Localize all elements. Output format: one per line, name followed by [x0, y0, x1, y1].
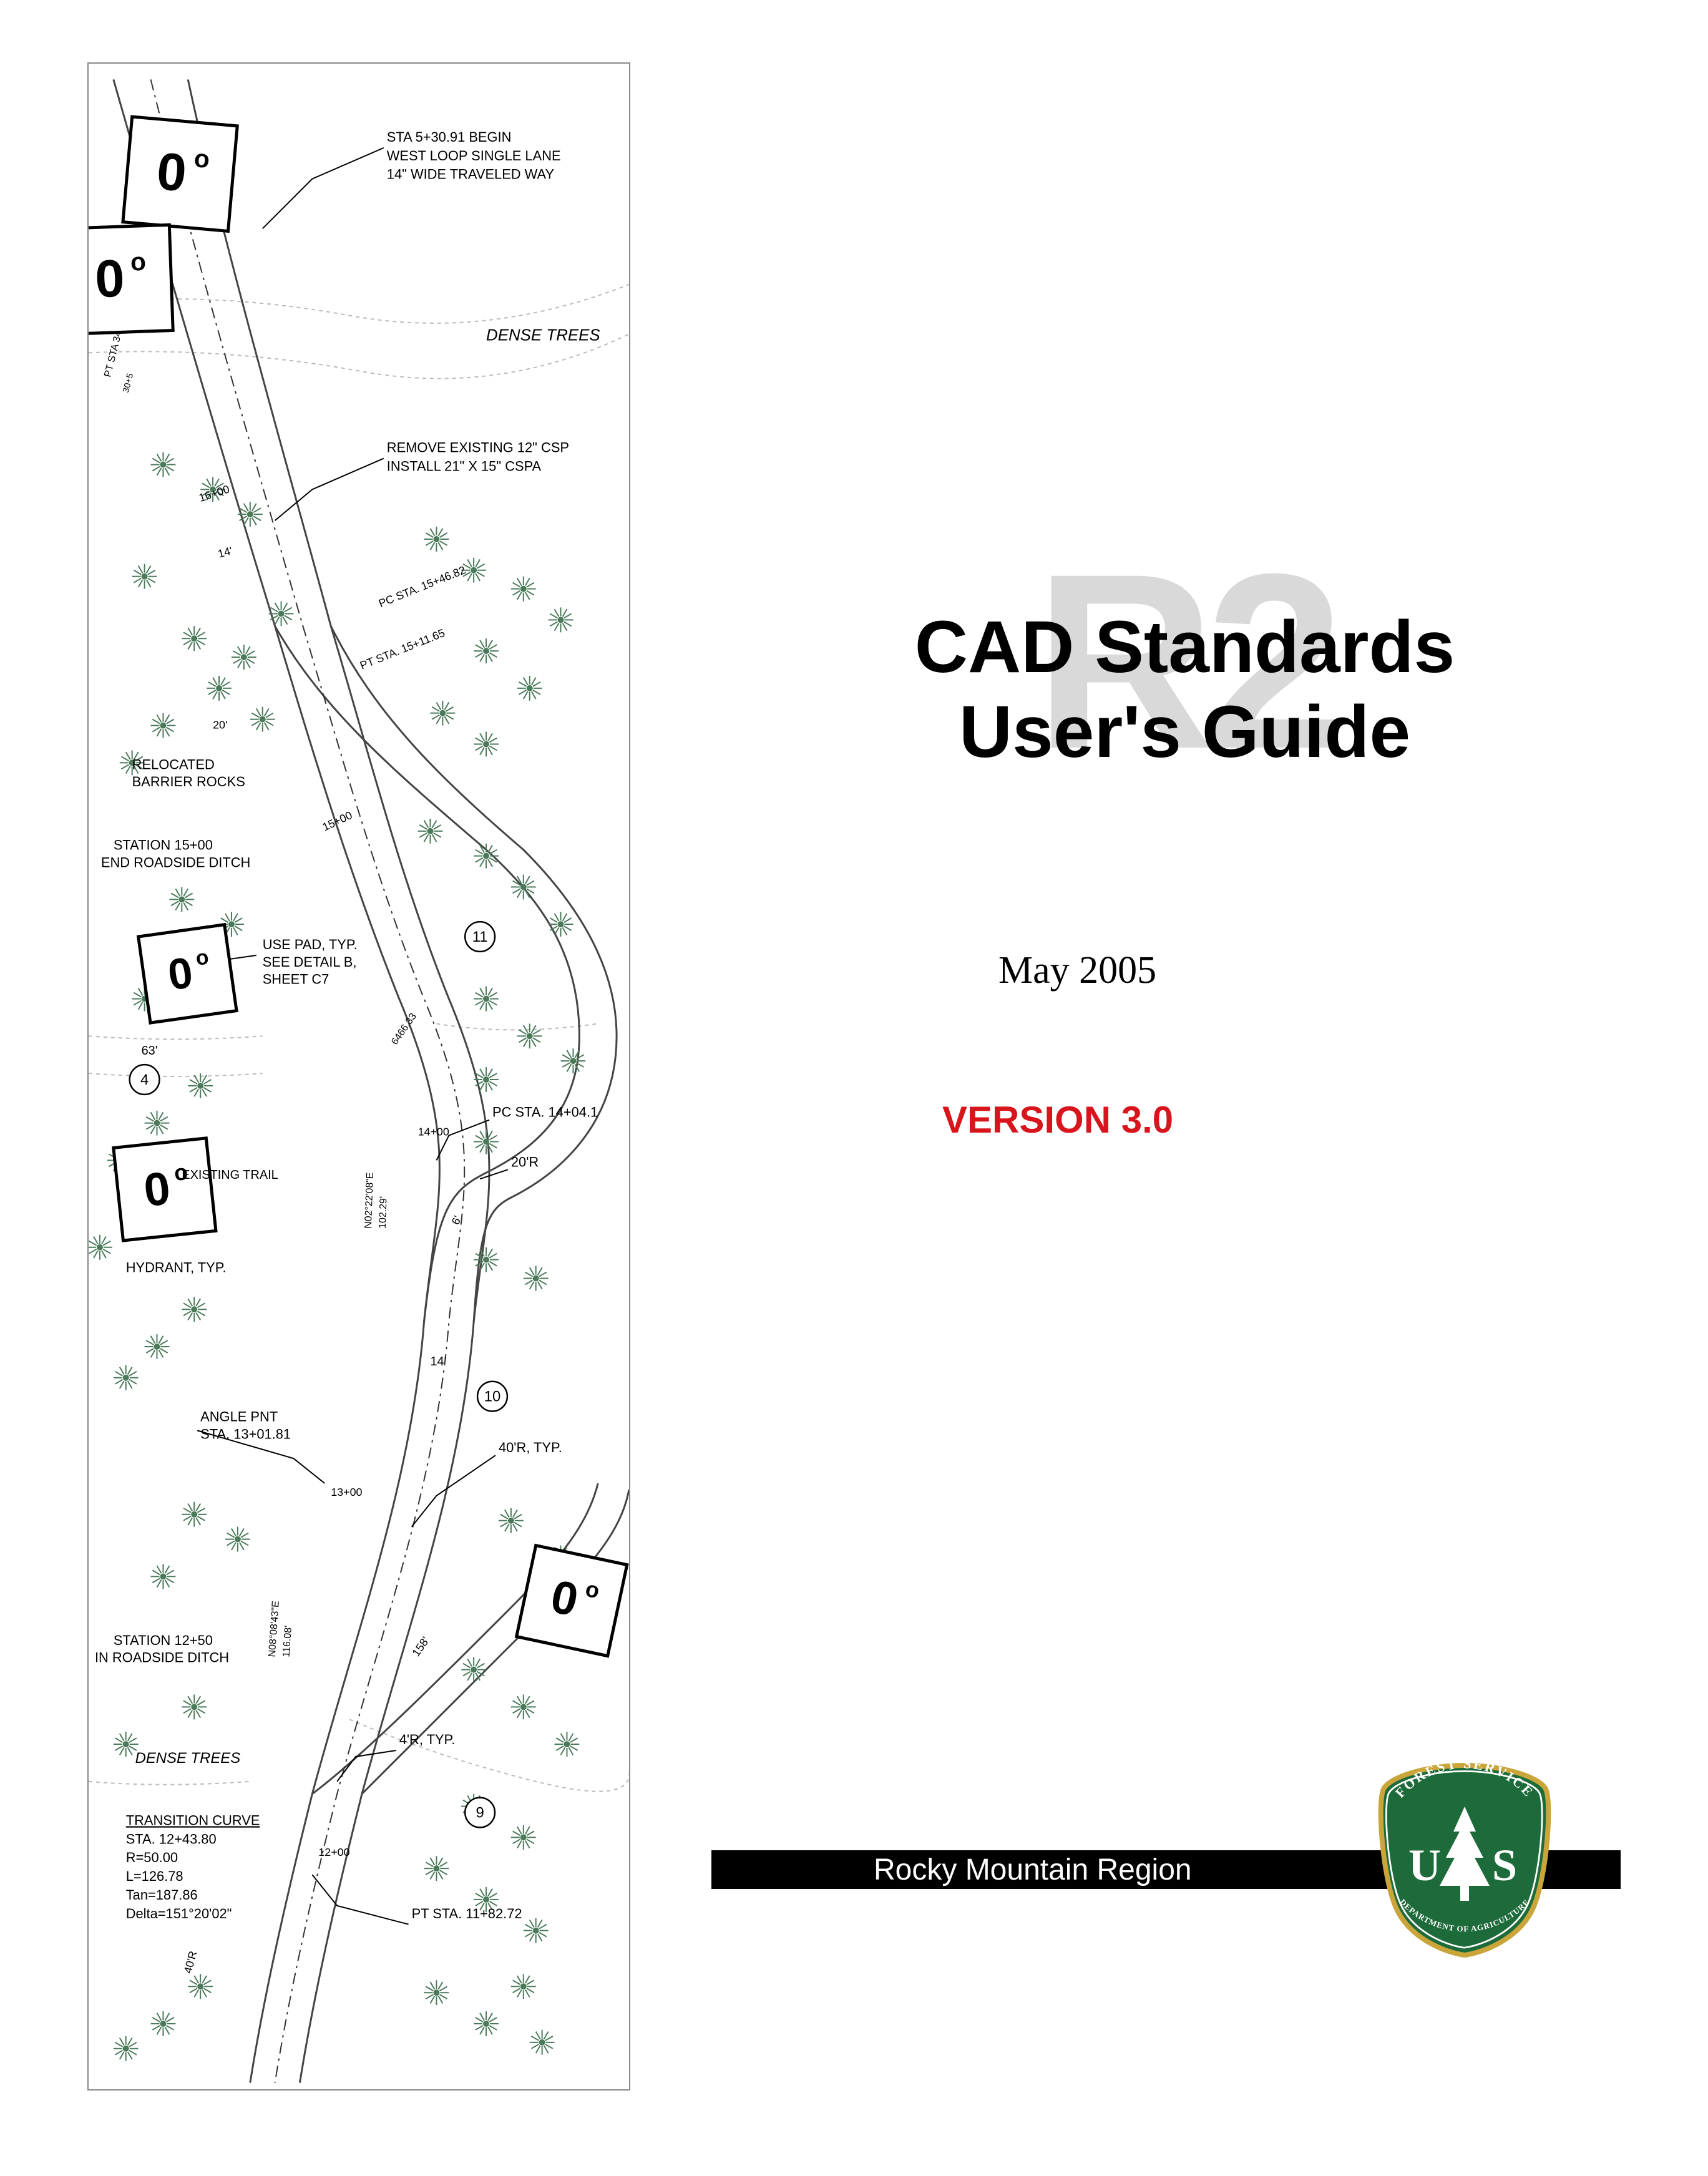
svg-text:N08°08'43"E: N08°08'43"E: [267, 1601, 281, 1657]
svg-text:20': 20': [213, 719, 227, 731]
svg-text:EXISTING TRAIL: EXISTING TRAIL: [182, 1168, 278, 1182]
cad-drawing-panel: 0o0o0o0o0o 411109 STA 5+30.91 BEGINWEST …: [87, 62, 630, 2091]
svg-text:USE PAD, TYP.: USE PAD, TYP.: [263, 937, 358, 952]
title-block: R2 CAD Standards User's Guide: [774, 605, 1596, 774]
svg-text:WEST LOOP SINGLE LANE: WEST LOOP SINGLE LANE: [387, 148, 561, 163]
svg-text:STA. 12+43.80: STA. 12+43.80: [126, 1831, 217, 1847]
svg-text:0: 0: [94, 248, 125, 309]
svg-text:STATION 15+00: STATION 15+00: [114, 837, 213, 853]
svg-text:R=50.00: R=50.00: [126, 1850, 178, 1865]
svg-text:11: 11: [472, 929, 488, 945]
title-line-1: CAD Standards: [774, 605, 1596, 690]
svg-text:IN ROADSIDE DITCH: IN ROADSIDE DITCH: [95, 1650, 229, 1666]
svg-text:DENSE TREES: DENSE TREES: [486, 326, 600, 344]
svg-text:12+00: 12+00: [318, 1846, 349, 1858]
svg-text:INSTALL 21" X 15" CSPA: INSTALL 21" X 15" CSPA: [387, 458, 542, 474]
svg-text:STA. 13+01.81: STA. 13+01.81: [200, 1426, 291, 1442]
svg-text:TRANSITION CURVE: TRANSITION CURVE: [126, 1812, 260, 1828]
svg-text:4: 4: [140, 1071, 149, 1088]
svg-text:PC STA. 15+46.82: PC STA. 15+46.82: [377, 564, 467, 610]
svg-text:0: 0: [155, 141, 189, 203]
svg-text:Delta=151°20'02": Delta=151°20'02": [126, 1906, 232, 1921]
svg-text:Tan=187.86: Tan=187.86: [126, 1887, 198, 1903]
svg-text:BARRIER ROCKS: BARRIER ROCKS: [132, 774, 245, 789]
svg-text:DENSE TREES: DENSE TREES: [135, 1750, 241, 1767]
title-line-2: User's Guide: [774, 690, 1596, 775]
svg-text:SEE DETAIL B,: SEE DETAIL B,: [263, 954, 357, 970]
svg-text:0: 0: [142, 1161, 173, 1216]
svg-text:20'R: 20'R: [511, 1154, 539, 1169]
title-column: R2 CAD Standards User's Guide May 2005 V…: [630, 62, 1596, 2101]
svg-text:STA 5+30.91 BEGIN: STA 5+30.91 BEGIN: [387, 129, 512, 145]
svg-text:END ROADSIDE DITCH: END ROADSIDE DITCH: [101, 855, 250, 871]
svg-text:6466.33: 6466.33: [389, 1012, 419, 1047]
svg-text:o: o: [193, 144, 211, 173]
svg-text:14': 14': [217, 544, 234, 560]
svg-text:14" WIDE TRAVELED WAY: 14" WIDE TRAVELED WAY: [387, 167, 555, 182]
svg-text:PC STA. 14+04.1: PC STA. 14+04.1: [492, 1105, 598, 1120]
shield-letter-u: U: [1408, 1840, 1441, 1890]
svg-text:13+00: 13+00: [331, 1486, 362, 1498]
forest-service-shield-icon: FOREST SERVICE DEPARTMENT OF AGRICULTURE…: [1371, 1758, 1558, 1958]
svg-text:PT STA. 15+11.65: PT STA. 15+11.65: [358, 627, 447, 672]
svg-text:PT STA. 11+82.72: PT STA. 11+82.72: [412, 1906, 522, 1921]
svg-text:10: 10: [484, 1388, 501, 1405]
date-text: May 2005: [998, 949, 1156, 993]
svg-text:RELOCATED: RELOCATED: [132, 756, 215, 772]
svg-text:REMOVE EXISTING 12" CSP: REMOVE EXISTING 12" CSP: [387, 440, 569, 456]
cad-svg: 0o0o0o0o0o 411109 STA 5+30.91 BEGINWEST …: [89, 64, 629, 2089]
svg-text:102.29': 102.29': [378, 1196, 389, 1229]
svg-text:PT STA 34: PT STA 34: [102, 330, 124, 378]
svg-text:63': 63': [142, 1044, 158, 1058]
svg-text:STATION 12+50: STATION 12+50: [114, 1632, 213, 1648]
svg-text:158': 158': [409, 1634, 431, 1659]
svg-text:14+00: 14+00: [418, 1126, 449, 1138]
svg-text:N02°22'08"E: N02°22'08"E: [363, 1172, 376, 1229]
shield-letter-s: S: [1492, 1840, 1517, 1890]
version-text: VERSION 3.0: [942, 1098, 1173, 1141]
svg-text:40'R, TYP.: 40'R, TYP.: [499, 1440, 562, 1455]
svg-text:o: o: [130, 247, 146, 276]
footer-text: Rocky Mountain Region: [874, 1853, 1192, 1887]
svg-text:9: 9: [476, 1805, 484, 1822]
svg-text:HYDRANT, TYP.: HYDRANT, TYP.: [126, 1260, 227, 1276]
svg-text:30+5: 30+5: [120, 372, 135, 394]
document-page: 0o0o0o0o0o 411109 STA 5+30.91 BEGINWEST …: [0, 0, 1708, 2176]
svg-text:14': 14': [430, 1355, 446, 1369]
svg-text:116.08': 116.08': [281, 1625, 294, 1657]
svg-text:40'R: 40'R: [182, 1949, 200, 1974]
svg-text:L=126.78: L=126.78: [126, 1868, 183, 1884]
svg-text:ANGLE PNT: ANGLE PNT: [200, 1408, 278, 1424]
svg-text:4'R, TYP.: 4'R, TYP.: [399, 1732, 456, 1747]
svg-text:SHEET C7: SHEET C7: [263, 972, 329, 987]
